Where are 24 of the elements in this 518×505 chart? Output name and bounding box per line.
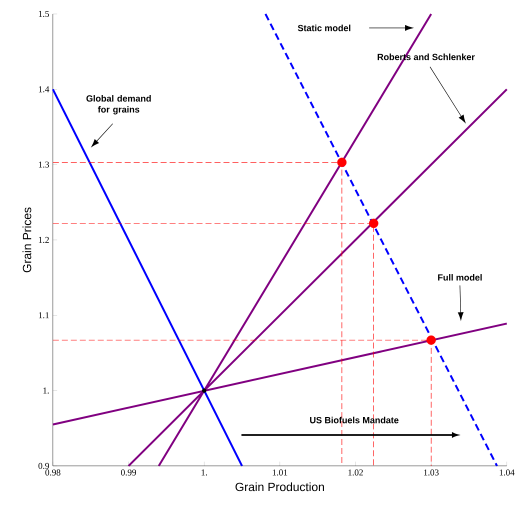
point [426, 336, 436, 345]
x-tick-label: 1.02 [348, 470, 363, 476]
x-tick-label: 0.98 [45, 470, 60, 476]
point [202, 388, 206, 393]
annotation: Full model [438, 274, 482, 281]
x-tick-label: 1.04 [500, 470, 515, 476]
y-tick-label: 1.1 [38, 312, 49, 318]
y-tick-label: 0.9 [38, 462, 49, 470]
point [337, 158, 347, 168]
y-tick-label: 1.4 [38, 86, 50, 92]
y-tick-label: 1.2 [38, 236, 49, 244]
y-tick-label: 1. [43, 388, 49, 394]
y-tick-label: 1.3 [38, 162, 50, 168]
x-axis-title: Grain Production [236, 482, 324, 492]
y-axis-title: Grain Prices [22, 208, 32, 272]
y-tick-label: 1.5 [38, 11, 50, 18]
x-tick-label: 1. [202, 470, 207, 476]
annotation: Static model [298, 24, 350, 32]
annotation: Global demand for grains [86, 95, 151, 115]
point [368, 218, 378, 228]
annotation: US Biofuels Mandate [310, 416, 399, 424]
x-tick-label: 0.99 [121, 470, 136, 476]
x-tick-label: 1.01 [272, 470, 288, 476]
x-tick-label: 1.03 [424, 470, 439, 476]
